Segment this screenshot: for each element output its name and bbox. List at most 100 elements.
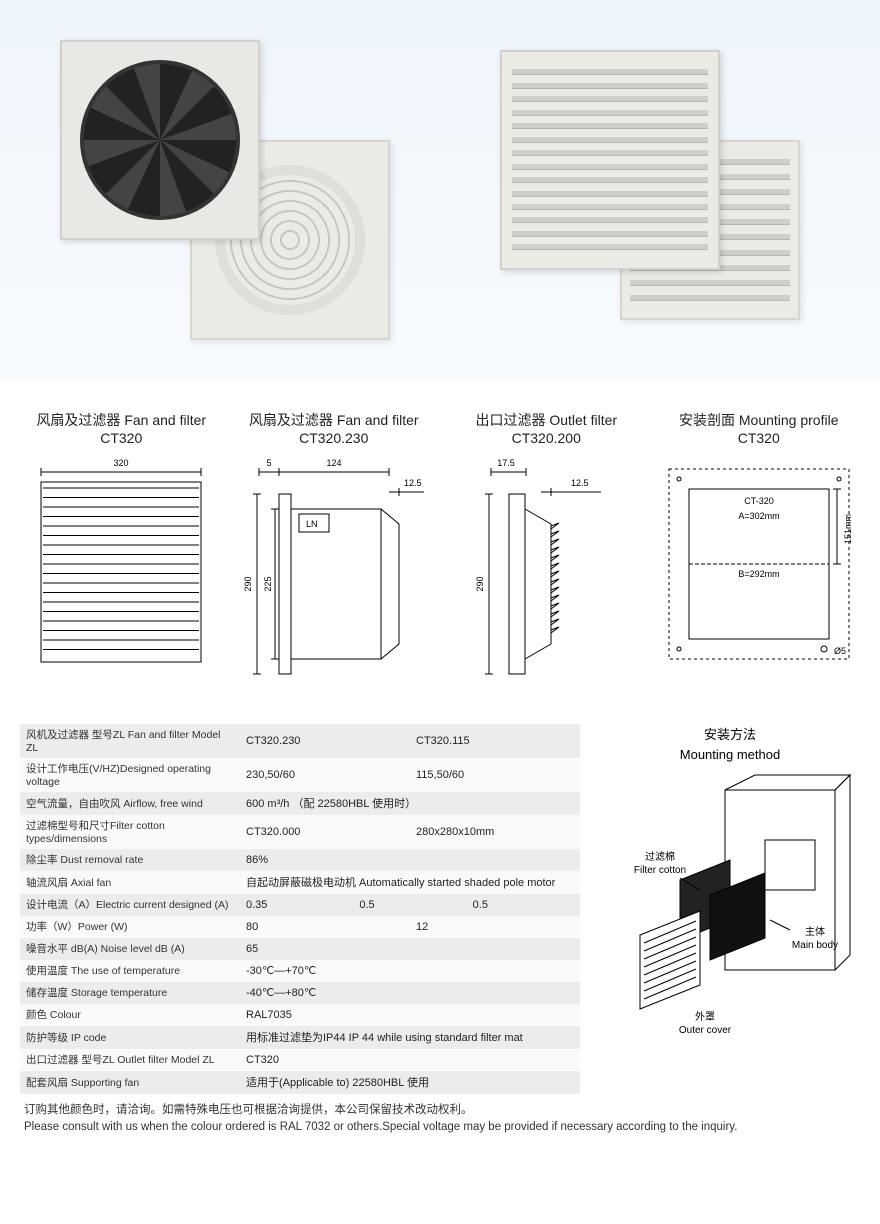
dwg3-title-en: Outlet filter	[549, 412, 617, 428]
spec-val: CT320.000	[240, 823, 410, 841]
mount-title-cn: 安装方法	[600, 724, 860, 743]
spec-val: 0.5	[353, 896, 466, 914]
spec-label: 设计工作电压(V/HZ)Designed operating voltage	[20, 758, 240, 791]
spec-row: 使用温度 The use of temperature-30℃—+70℃	[20, 960, 580, 982]
spec-label: 除尘率 Dust removal rate	[20, 849, 240, 870]
spec-label: 配套风扇 Supporting fan	[20, 1072, 240, 1093]
dwg2-h2: 225	[263, 576, 273, 591]
product-louver	[470, 30, 830, 350]
drawing-ct320-front: 风扇及过滤器 Fan and filter CT320 320	[20, 410, 223, 694]
drawing-ct320-230: 风扇及过滤器 Fan and filter CT320.230 5 124 12…	[233, 410, 436, 694]
dwg4-ct: CT-320	[744, 496, 774, 506]
spec-label: 风机及过滤器 型号ZL Fan and filter Model ZL	[20, 724, 240, 757]
spec-row: 噪音水平 dB(A) Noise level dB (A)65	[20, 938, 580, 960]
spec-val: CT320.115	[410, 732, 580, 750]
spec-label: 噪音水平 dB(A) Noise level dB (A)	[20, 938, 240, 959]
mount-svg: 过滤棉 Filter cotton 主体 Main body 外罩 Outer …	[605, 770, 855, 1040]
spec-label: 功率（W）Power (W)	[20, 916, 240, 937]
filter-cn: 过滤棉	[645, 850, 675, 863]
drawings-row: 风扇及过滤器 Fan and filter CT320 320 风扇及过滤器 F…	[0, 380, 880, 714]
dwg2-title-cn: 风扇及过滤器	[249, 412, 333, 428]
spec-val: 65	[240, 940, 580, 958]
dwg3-model: CT320.200	[445, 430, 648, 446]
drawing-ct320-200: 出口过滤器 Outlet filter CT320.200 17.5 12.5 …	[445, 410, 648, 694]
spec-label: 过滤棉型号和尺寸Filter cotton types/dimensions	[20, 815, 240, 848]
spec-val: -40℃—+80℃	[240, 983, 580, 1002]
spec-row: 空气流量，自由吹风 Airflow, free wind600 m³/h （配 …	[20, 792, 580, 815]
dwg4-svg: CT-320 A=302mm B=292mm 151mm Ø5	[659, 454, 859, 674]
louver-large	[500, 50, 720, 270]
spec-val: 适用于(Applicable to) 22580HBL 使用	[240, 1071, 580, 1093]
spec-row: 除尘率 Dust removal rate86%	[20, 849, 580, 871]
dwg2-svg: 5 124 12.5 LN 290 225	[239, 454, 429, 694]
spec-row: 配套风扇 Supporting fan适用于(Applicable to) 22…	[20, 1071, 580, 1094]
dwg1-title-en: Fan and filter	[124, 412, 206, 428]
spec-val: 0.35	[240, 896, 353, 914]
spec-val: 12	[410, 918, 580, 936]
dwg4-hole: Ø5	[834, 646, 846, 656]
hero-product-banner	[0, 0, 880, 380]
spec-val: 用标准过滤垫为IP44 IP 44 while using standard f…	[240, 1026, 580, 1048]
spec-label: 出口过滤器 型号ZL Outlet filter Model ZL	[20, 1049, 240, 1070]
spec-label: 防护等级 IP code	[20, 1027, 240, 1048]
mounting-method-diagram: 安装方法 Mounting method 过滤棉 Filter cotton 主…	[600, 724, 860, 1094]
spec-val: 自起动屏蔽磁极电动机 Automatically started shaded …	[240, 871, 580, 893]
spec-label: 使用温度 The use of temperature	[20, 960, 240, 981]
dwg4-a: A=302mm	[738, 511, 779, 521]
dwg4-h: 151mm	[843, 514, 853, 544]
dwg3-d2: 12.5	[571, 478, 589, 488]
footnote: 订购其他颜色时，请洽询。如需特殊电压也可根据洽询提供，本公司保留技术改动权利。 …	[0, 1094, 880, 1157]
spec-val: 280x280x10mm	[410, 823, 580, 841]
specs-section: 风机及过滤器 型号ZL Fan and filter Model ZLCT320…	[0, 714, 880, 1094]
spec-row: 防护等级 IP code用标准过滤垫为IP44 IP 44 while usin…	[20, 1026, 580, 1049]
dwg3-h1: 290	[475, 576, 485, 591]
spec-label: 颜色 Colour	[20, 1004, 240, 1025]
spec-row: 设计电流（A）Electric current designed (A)0.35…	[20, 894, 580, 916]
spec-table: 风机及过滤器 型号ZL Fan and filter Model ZLCT320…	[20, 724, 580, 1094]
fan-blade-panel	[60, 40, 260, 240]
spec-row: 设计工作电压(V/HZ)Designed operating voltage23…	[20, 758, 580, 792]
dwg4-b: B=292mm	[738, 569, 779, 579]
dwg2-title-en: Fan and filter	[337, 412, 419, 428]
spec-label: 设计电流（A）Electric current designed (A)	[20, 894, 240, 915]
dwg3-title-cn: 出口过滤器	[475, 412, 545, 428]
spec-val: 80	[240, 918, 410, 936]
spec-row: 颜色 ColourRAL7035	[20, 1004, 580, 1026]
body-cn: 主体	[805, 926, 825, 938]
spec-val: 115,50/60	[410, 766, 580, 784]
cover-cn: 外罩	[695, 1011, 715, 1023]
filter-en: Filter cotton	[634, 865, 686, 876]
spec-val: 86%	[240, 851, 580, 869]
spec-val: CT320	[240, 1051, 580, 1069]
mount-title-en: Mounting method	[600, 747, 860, 762]
dwg1-svg: 320	[31, 454, 211, 674]
dwg2-d1: 5	[266, 458, 271, 468]
footnote-cn: 订购其他颜色时，请洽询。如需特殊电压也可根据洽询提供，本公司保留技术改动权利。	[24, 1102, 856, 1119]
spec-row: 轴流风扇 Axial fan自起动屏蔽磁极电动机 Automatically s…	[20, 871, 580, 894]
drawing-mounting-profile: 安装剖面 Mounting profile CT320 CT-320 A=302…	[658, 410, 861, 694]
spec-val: CT320.230	[240, 732, 410, 750]
dwg4-title-en: Mounting profile	[739, 412, 839, 428]
dwg4-model: CT320	[658, 430, 861, 446]
dwg1-dim-w: 320	[114, 458, 129, 468]
spec-label: 空气流量，自由吹风 Airflow, free wind	[20, 793, 240, 814]
spec-val: 600 m³/h （配 22580HBL 使用时）	[240, 792, 580, 814]
dwg3-d1: 17.5	[497, 458, 515, 468]
dwg1-title-cn: 风扇及过滤器	[36, 412, 120, 428]
product-fan-open	[50, 30, 410, 350]
body-en: Main body	[792, 940, 838, 951]
dwg4-title-cn: 安装剖面	[679, 412, 735, 428]
spec-val: 230,50/60	[240, 766, 410, 784]
spec-label: 轴流风扇 Axial fan	[20, 872, 240, 893]
dwg2-d2: 124	[326, 458, 341, 468]
dwg3-svg: 17.5 12.5 290	[471, 454, 621, 694]
spec-row: 功率（W）Power (W)8012	[20, 916, 580, 938]
spec-val: -30℃—+70℃	[240, 961, 580, 980]
spec-row: 出口过滤器 型号ZL Outlet filter Model ZLCT320	[20, 1049, 580, 1071]
spec-row: 风机及过滤器 型号ZL Fan and filter Model ZLCT320…	[20, 724, 580, 758]
spec-val: RAL7035	[240, 1006, 580, 1024]
dwg2-h1: 290	[243, 576, 253, 591]
spec-row: 过滤棉型号和尺寸Filter cotton types/dimensions C…	[20, 815, 580, 849]
dwg2-ln: LN	[306, 519, 318, 529]
spec-val: 0.5	[467, 896, 580, 914]
